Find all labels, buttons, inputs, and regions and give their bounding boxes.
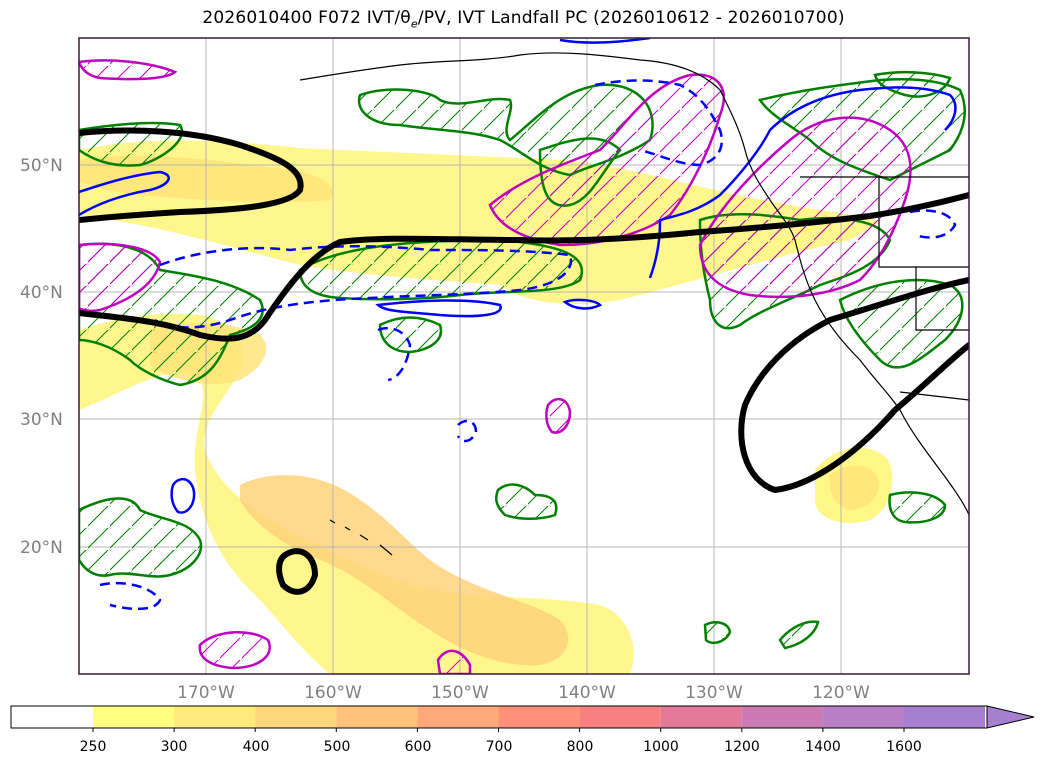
- magenta-hatched-regions: [79, 59, 912, 674]
- pv-contour-ring: [276, 548, 319, 595]
- title-prefix: 2026010400 F072 IVT/: [202, 8, 401, 28]
- green-region-14: [703, 621, 732, 644]
- magenta-region-6: [545, 397, 572, 434]
- colorbar-frame: [10, 705, 988, 729]
- lat-label-40n: 40°N: [20, 283, 63, 303]
- lon-label-150w: 150°W: [431, 683, 489, 703]
- colorbar-segment-5: [498, 706, 580, 728]
- magenta-region-3: [79, 242, 162, 313]
- ivt-socal-core: [829, 465, 879, 510]
- blue-dashed-contours: [99, 79, 957, 611]
- green-region-2: [298, 238, 583, 301]
- coast-hawaii: [329, 519, 393, 556]
- ivt-plume-subtropic: [79, 313, 634, 674]
- cb-tick-10: 1600: [886, 739, 922, 755]
- magenta-region-5: [198, 630, 271, 670]
- cb-tick-7: 1000: [643, 739, 679, 755]
- cb-tick-2: 400: [243, 739, 270, 755]
- title-theta: θ: [400, 8, 411, 28]
- cb-tick-8: 1200: [724, 739, 760, 755]
- lon-label-140w: 140°W: [558, 683, 616, 703]
- colorbar-segments: [11, 706, 986, 732]
- cb-tick-1: 300: [161, 739, 188, 755]
- blue-contour-nw: [79, 170, 170, 217]
- border-mexico: [899, 391, 969, 401]
- cb-tick-6: 800: [567, 739, 594, 755]
- green-region-13: [778, 620, 820, 650]
- pv-contours: [79, 127, 969, 595]
- cb-tick-4: 600: [405, 739, 432, 755]
- blue-dashed-6: [456, 419, 478, 443]
- magenta-region-2: [698, 116, 912, 299]
- figure-title: 2026010400 F072 IVT/θe/PV, IVT Landfall …: [0, 8, 1047, 30]
- green-region-12: [378, 316, 443, 354]
- lat-label-20n: 20°N: [20, 538, 63, 558]
- colorbar-segment-below: [11, 706, 93, 728]
- lon-label-120w: 120°W: [812, 683, 870, 703]
- colorbar-segment-8: [741, 706, 823, 728]
- green-region-11: [495, 483, 558, 520]
- blue-dashed-1: [154, 245, 573, 329]
- pv-contour-main: [79, 192, 969, 342]
- magenta-region-7: [436, 649, 472, 674]
- colorbar-segment-0: [93, 706, 175, 728]
- cb-tick-9: 1400: [805, 739, 841, 755]
- colorbar-tick-labels: 250 300 400 500 600 700 800 1000 1200 14…: [80, 739, 922, 755]
- title-theta-sub: e: [410, 17, 418, 31]
- colorbar-segment-10: [904, 706, 986, 728]
- colorbar-segment-2: [255, 706, 337, 728]
- ivt-plume-core: [240, 475, 569, 666]
- cb-tick-3: 500: [324, 739, 351, 755]
- pv-contour-socal: [738, 277, 969, 494]
- border-state-2: [915, 267, 969, 331]
- pv-contour-upper: [79, 127, 304, 223]
- blue-dashed-5: [909, 209, 957, 239]
- blue-contour-north: [648, 86, 957, 279]
- coast-alaska-bc: [299, 52, 969, 516]
- blue-contour-small-1: [170, 477, 196, 514]
- green-region-9: [838, 278, 964, 369]
- magenta-region-4: [79, 59, 178, 81]
- blue-dashed-2: [594, 79, 724, 167]
- lon-label-130w: 130°W: [685, 683, 743, 703]
- blue-contour-bay: [375, 299, 502, 318]
- latitude-labels: 50°N 40°N 30°N 20°N: [20, 156, 63, 558]
- blue-contour-small-2: [562, 298, 603, 310]
- blue-contours: [79, 38, 957, 514]
- lon-label-170w: 170°W: [177, 683, 235, 703]
- longitude-labels: 170°W 160°W 150°W 140°W 130°W 120°W: [177, 683, 870, 703]
- blue-contour-top: [559, 38, 651, 44]
- border-state-1: [878, 177, 969, 268]
- lat-label-30n: 30°N: [20, 410, 63, 430]
- coastlines: [299, 52, 969, 556]
- map-frame: [78, 37, 970, 675]
- colorbar-segment-1: [174, 706, 256, 728]
- lat-label-50n: 50°N: [20, 156, 63, 176]
- cb-tick-5: 700: [486, 739, 513, 755]
- green-region-6: [79, 497, 203, 578]
- title-suffix: /PV, IVT Landfall PC (2026010612 - 20260…: [417, 8, 845, 28]
- colorbar-segment-6: [579, 706, 661, 728]
- colorbar-segment-9: [822, 706, 904, 728]
- colorbar: 250 300 400 500 600 700 800 1000 1200 14…: [10, 705, 1035, 755]
- cb-tick-0: 250: [80, 739, 107, 755]
- blue-dashed-4: [377, 326, 412, 382]
- colorbar-segment-7: [660, 706, 742, 728]
- blue-dashed-3: [99, 581, 162, 611]
- map-panel: [79, 38, 969, 674]
- colorbar-segment-3: [336, 706, 418, 728]
- colorbar-segment-4: [417, 706, 499, 728]
- lon-label-160w: 160°W: [304, 683, 362, 703]
- magenta-region-1: [488, 73, 725, 247]
- colorbar-extend-arrow: [986, 705, 1035, 729]
- green-region-10: [888, 491, 947, 524]
